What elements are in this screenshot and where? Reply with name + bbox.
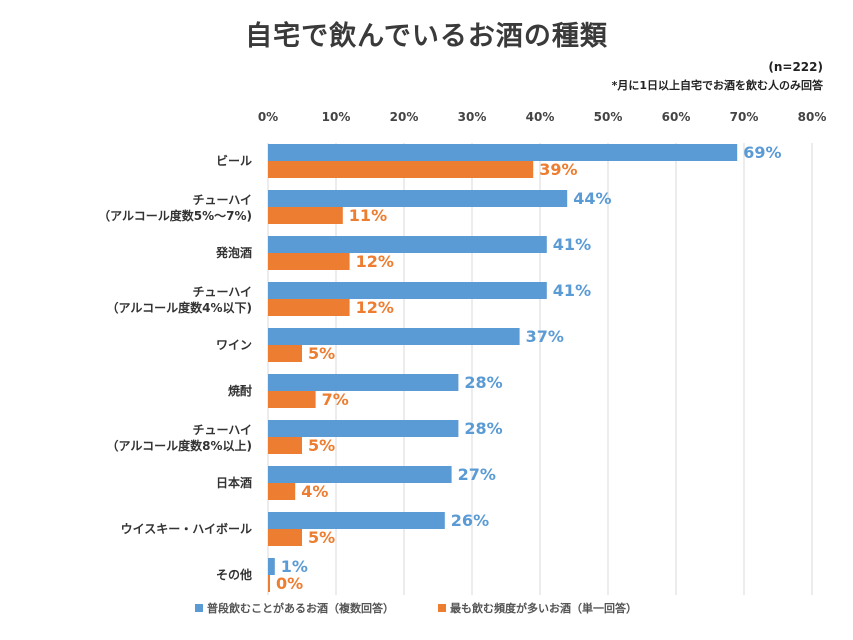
bar-regular	[268, 420, 459, 437]
bar-regular	[268, 512, 445, 529]
category-label: （アルコール度数5%～7%)	[98, 208, 252, 223]
sample-size-note: (n=222)	[768, 60, 823, 74]
bar-regular	[268, 374, 459, 391]
bar-most	[268, 437, 302, 454]
category-label: チューハイ	[192, 423, 252, 437]
x-tick-label: 10%	[322, 110, 351, 124]
data-label-regular: 41%	[553, 235, 591, 254]
data-label-most: 5%	[308, 528, 335, 547]
data-label-regular: 28%	[464, 373, 502, 392]
data-label-most: 12%	[356, 298, 394, 317]
category-label: チューハイ	[192, 285, 252, 299]
legend-swatch-orange	[438, 604, 446, 612]
data-label-regular: 41%	[553, 281, 591, 300]
bar-regular	[268, 328, 520, 345]
data-label-most: 5%	[308, 344, 335, 363]
legend-label-regular: 普段飲むことがあるお酒（複数回答）	[207, 602, 394, 615]
legend: 普段飲むことがあるお酒（複数回答） 最も飲む頻度が多いお酒（単一回答）	[195, 600, 637, 616]
data-label-regular: 44%	[573, 189, 611, 208]
bar-most	[268, 345, 302, 362]
x-tick-label: 50%	[594, 110, 623, 124]
chart-title: 自宅で飲んでいるお酒の種類	[245, 21, 608, 52]
category-label: （アルコール度数8%以上)	[107, 438, 253, 453]
bar-regular	[268, 558, 275, 575]
bar-regular	[268, 190, 568, 207]
category-label: チューハイ	[192, 193, 252, 207]
category-label: 焼酎	[228, 383, 252, 398]
bar-most	[268, 483, 296, 500]
category-label: 日本酒	[216, 475, 252, 490]
bar-most	[268, 253, 350, 270]
legend-label-most: 最も飲む頻度が多いお酒（単一回答）	[450, 602, 637, 615]
bar-most	[268, 391, 316, 408]
bar-most	[268, 207, 343, 224]
respondent-note: *月に1日以上自宅でお酒を飲む人のみ回答	[611, 79, 823, 92]
data-label-most: 39%	[539, 160, 577, 179]
data-label-most: 12%	[356, 252, 394, 271]
category-label: 発泡酒	[215, 245, 252, 260]
legend-item-regular: 普段飲むことがあるお酒（複数回答）	[195, 600, 394, 616]
x-tick-label: 20%	[390, 110, 419, 124]
category-label: （アルコール度数4%以下)	[107, 300, 253, 315]
category-label: ウイスキー・ハイボール	[121, 521, 252, 536]
category-label: ワイン	[216, 338, 252, 352]
data-label-most: 7%	[322, 390, 349, 409]
x-tick-label: 60%	[662, 110, 691, 124]
data-label-regular: 1%	[281, 557, 308, 576]
category-label: その他	[216, 567, 252, 582]
data-label-regular: 28%	[464, 419, 502, 438]
bar-most	[268, 161, 534, 178]
bar-most	[268, 575, 270, 592]
bar-regular	[268, 466, 452, 483]
x-tick-label: 70%	[730, 110, 759, 124]
x-tick-label: 40%	[526, 110, 555, 124]
bar-regular	[268, 236, 547, 253]
data-label-regular: 26%	[451, 511, 489, 530]
legend-swatch-blue	[195, 604, 203, 612]
data-label-most: 0%	[276, 574, 303, 593]
data-label-most: 11%	[349, 206, 387, 225]
data-label-regular: 37%	[526, 327, 564, 346]
category-label: ビール	[216, 153, 252, 168]
bar-regular	[268, 282, 547, 299]
data-label-most: 4%	[301, 482, 328, 501]
data-label-most: 5%	[308, 436, 335, 455]
x-tick-label: 30%	[458, 110, 487, 124]
legend-item-most: 最も飲む頻度が多いお酒（単一回答）	[438, 600, 637, 616]
x-tick-label: 80%	[798, 110, 827, 124]
bar-most	[268, 299, 350, 316]
x-tick-label: 0%	[258, 110, 278, 124]
bar-regular	[268, 144, 738, 161]
data-label-regular: 69%	[743, 143, 781, 162]
bar-most	[268, 529, 302, 546]
data-label-regular: 27%	[458, 465, 496, 484]
